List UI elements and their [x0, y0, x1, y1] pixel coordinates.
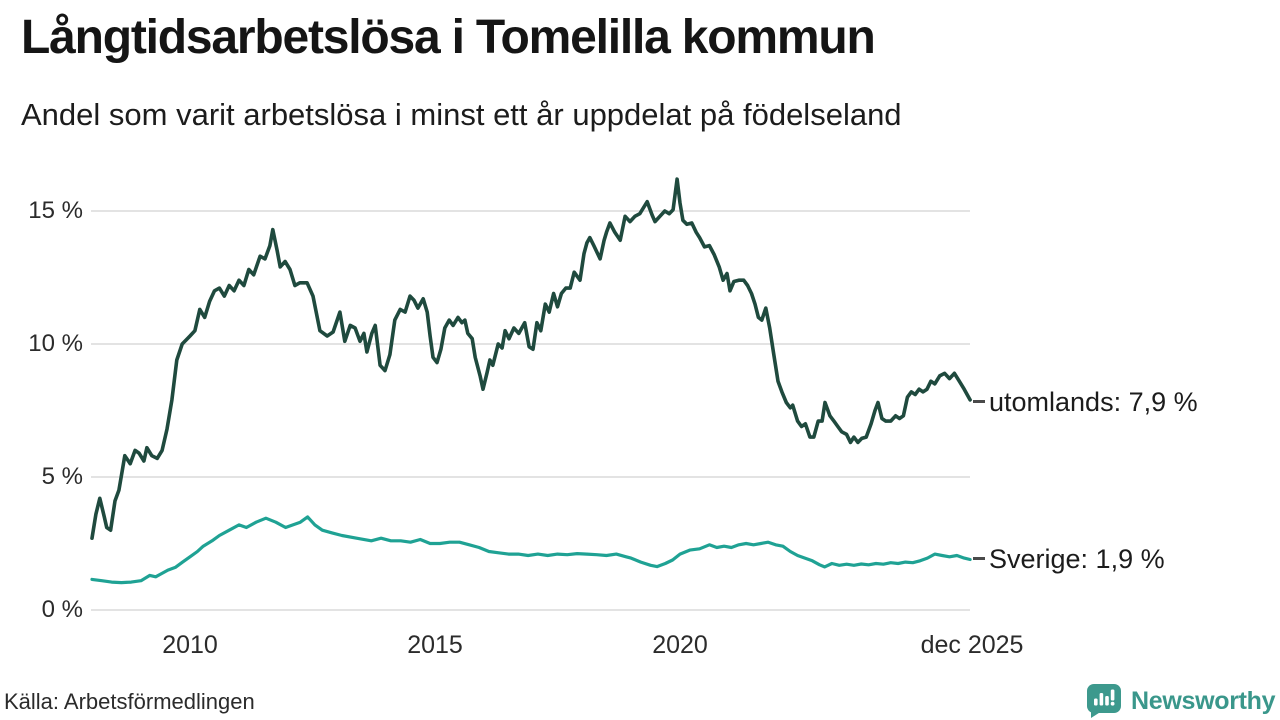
- series-label-utomlands: utomlands: 7,9 %: [989, 387, 1198, 417]
- y-axis-tick-10: 10 %: [28, 330, 83, 357]
- y-axis-tick-15: 15 %: [28, 197, 83, 224]
- page-title: Långtidsarbetslösa i Tomelilla kommun: [21, 11, 876, 64]
- sverige-label-connector: [973, 557, 985, 560]
- page-subtitle: Andel som varit arbetslösa i minst ett å…: [21, 97, 902, 132]
- source-note: Källa: Arbetsförmedlingen: [4, 689, 255, 714]
- x-axis-tick-2015: 2015: [407, 631, 463, 659]
- series-line-utomlands: [90, 177, 972, 541]
- series-label-sverige: Sverige: 1,9 %: [989, 544, 1165, 574]
- x-axis-tick-2010: 2010: [162, 631, 218, 659]
- newsworthy-brand: Newsworthy: [1084, 682, 1276, 720]
- y-axis-tick-0: 0 %: [41, 596, 83, 623]
- newsworthy-logo-icon: [1087, 684, 1121, 718]
- series-line-sverige: [90, 515, 972, 585]
- newsworthy-wordmark: Newsworthy: [1131, 686, 1276, 715]
- y-axis-tick-5: 5 %: [41, 463, 83, 490]
- x-axis-tick-2020: 2020: [652, 631, 708, 659]
- x-axis-tick-dec-2025: dec 2025: [920, 631, 1024, 659]
- utomlands-label-connector: [973, 400, 985, 403]
